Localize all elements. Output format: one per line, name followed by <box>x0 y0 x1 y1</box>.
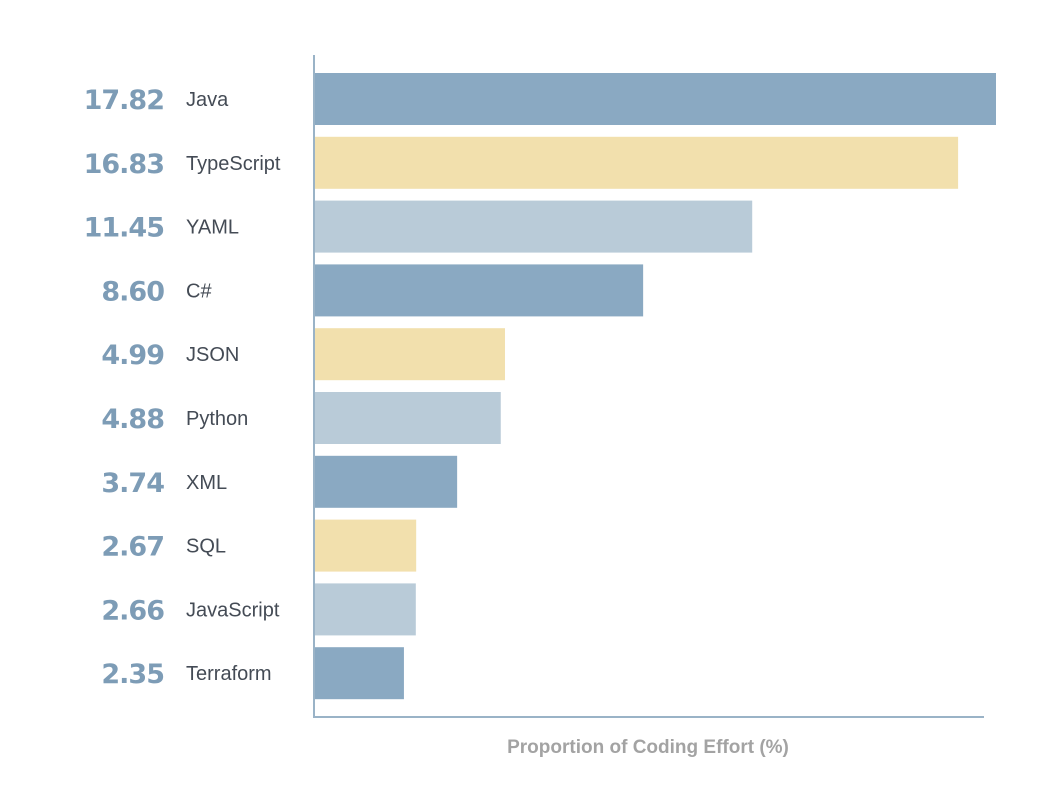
value-label: 4.99 <box>101 340 164 371</box>
bar-terraform <box>314 647 404 700</box>
value-label: 3.74 <box>101 468 164 499</box>
bar-sql <box>314 519 417 572</box>
bar-typescript <box>314 136 959 189</box>
value-label: 11.45 <box>84 213 164 244</box>
category-label: SQL <box>186 536 226 558</box>
category-label: JSON <box>186 344 239 366</box>
value-label: 2.66 <box>101 595 164 626</box>
value-label: 2.67 <box>101 532 164 563</box>
bar-javascript <box>314 583 416 636</box>
category-label: Python <box>186 408 248 430</box>
bar-c- <box>314 264 644 317</box>
bar-java <box>314 73 996 125</box>
labels: 17.82 Java 16.83 TypeScript 11.45 YAML 8.60 C# 4… <box>84 85 281 690</box>
value-label: 16.83 <box>84 149 164 180</box>
bar-xml <box>314 455 458 508</box>
bar-python <box>314 392 501 444</box>
value-label: 4.88 <box>101 404 164 435</box>
bar-yaml <box>314 200 753 253</box>
bar-json <box>314 328 505 381</box>
value-label: 17.82 <box>84 85 164 116</box>
category-label: C# <box>186 280 212 302</box>
category-label: TypeScript <box>186 153 281 175</box>
category-label: JavaScript <box>186 599 280 621</box>
value-label: 2.35 <box>101 659 164 690</box>
category-label: Java <box>186 89 229 111</box>
x-axis-title: Proportion of Coding Effort (%) <box>507 737 789 758</box>
value-label: 8.60 <box>101 276 164 307</box>
category-label: YAML <box>186 217 239 239</box>
bars <box>314 73 996 700</box>
category-label: Terraform <box>186 663 272 685</box>
category-label: XML <box>186 472 227 494</box>
